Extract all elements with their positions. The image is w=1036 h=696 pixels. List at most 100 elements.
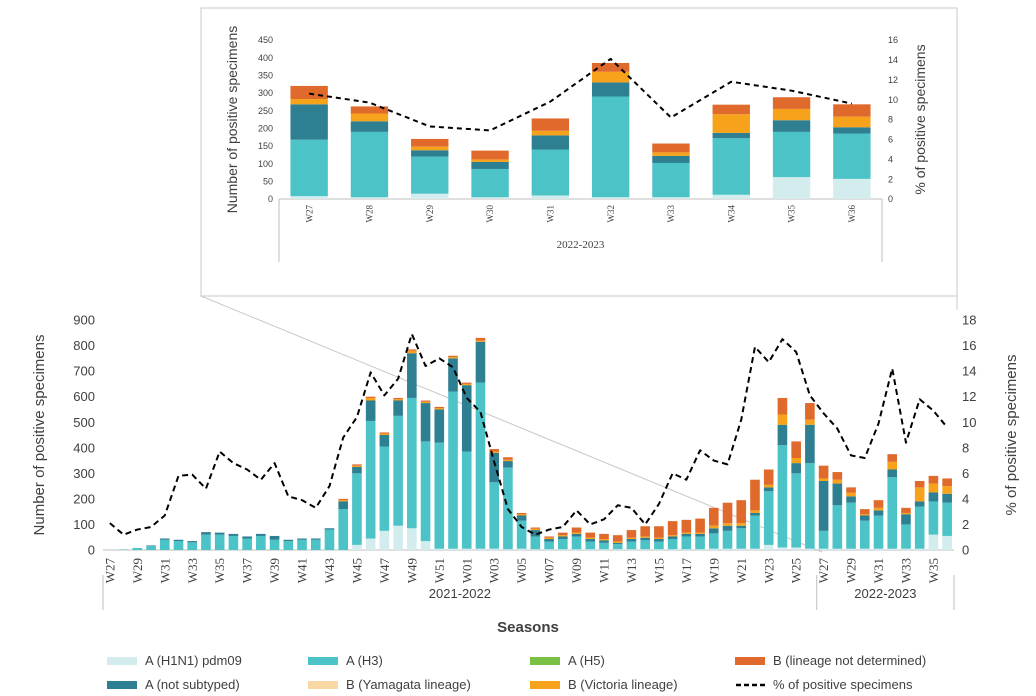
main-bar-h3 (832, 505, 843, 549)
main-x-tick-label: W29 (130, 558, 145, 583)
inset-bar-nst (833, 127, 871, 134)
main-bar-nst (736, 525, 747, 529)
main-bar-h3 (722, 530, 733, 549)
inset-bar-nst (411, 150, 449, 157)
main-y-tick-label: 200 (73, 491, 95, 506)
inset-bar-nst (350, 121, 389, 132)
main-bar-vic (365, 397, 376, 401)
main-y2-tick-label: 14 (962, 364, 976, 379)
main-bar-vic (846, 492, 856, 497)
main-bar-nst (489, 452, 499, 483)
main-bar-nst (722, 525, 733, 531)
main-bar-vic (681, 532, 692, 534)
main-y-tick-label: 500 (73, 415, 95, 430)
main-bar-h3 (887, 477, 898, 549)
main-x-tick-label: W27 (816, 558, 831, 584)
main-bar-h1n1 (846, 548, 856, 550)
main-bar-h3 (132, 547, 143, 550)
inset-y2-tick-label: 6 (888, 135, 893, 145)
main-bar-h3 (942, 502, 952, 536)
main-bar-bnd (887, 454, 898, 462)
main-x-tick-label: W47 (377, 558, 392, 584)
main-bar-h3 (228, 535, 239, 550)
main-bar-bnd (530, 527, 541, 529)
inset-y2-tick-label: 16 (888, 35, 898, 45)
inset-season-label: 2022-2023 (557, 239, 605, 251)
main-bar-h3 (777, 445, 788, 548)
main-bar-bnd (873, 500, 884, 508)
main-bar-bnd (928, 475, 939, 484)
main-bar-h1n1 (475, 548, 486, 550)
inset-bar-h3 (712, 138, 750, 195)
main-bar-h1n1 (434, 548, 445, 550)
main-bar-vic (818, 478, 829, 481)
main-bar-nst (187, 541, 198, 543)
main-bar-h3 (434, 442, 445, 549)
inset-bar-vic (290, 99, 328, 105)
main-bar-bnd (722, 502, 733, 524)
main-bar-nst (695, 533, 705, 537)
main-y-tick-label: 300 (73, 466, 95, 481)
legend-swatch-bnd (735, 657, 765, 665)
main-bar-vic (544, 537, 554, 540)
main-bar-nst (832, 483, 843, 506)
main-x-tick-label: W11 (597, 558, 612, 583)
main-bar-h3 (297, 539, 307, 550)
main-bar-vic (379, 433, 390, 435)
main-bar-h1n1 (448, 548, 458, 550)
main-bar-h3 (873, 515, 884, 549)
legend-swatch-yam (308, 681, 338, 689)
inset-y-tick-label: 150 (258, 141, 273, 151)
inset-x-tick-label: W32 (606, 205, 616, 223)
main-bar-h3 (695, 536, 705, 550)
main-bar-h1n1 (736, 548, 747, 550)
main-bar-nst (626, 539, 637, 542)
legend-label-h1n1: A (H1N1) pdm09 (145, 653, 242, 668)
main-bar-bnd (654, 526, 664, 538)
inset-bar-nst (471, 161, 509, 169)
inset-y2-tick-label: 14 (888, 55, 898, 65)
main-bar-vic (626, 537, 637, 540)
main-x-tick-label: W45 (349, 558, 364, 583)
main-bar-nst (750, 512, 760, 516)
season-group-label: 2022-2023 (854, 586, 916, 601)
inset-bar-bnd (591, 62, 630, 72)
inset-y-tick-label: 350 (258, 70, 273, 80)
inset-bar-bnd (411, 138, 449, 147)
inset-x-tick-label: W28 (365, 205, 375, 223)
main-bar-h1n1 (695, 549, 705, 550)
main-bar-nst (777, 424, 788, 446)
main-bar-h1n1 (420, 541, 431, 550)
main-bar-nst (352, 466, 362, 474)
main-bar-h3 (859, 520, 870, 549)
main-bar-h1n1 (928, 534, 939, 550)
main-y-tick-label: 700 (73, 364, 95, 379)
main-bar-h3 (914, 506, 925, 549)
main-bar-vic (887, 461, 898, 470)
main-bar-vic (448, 357, 458, 359)
main-bar-nst (530, 530, 541, 537)
main-bar-bnd (379, 432, 390, 434)
chart-legend: A (H1N1) pdm09 A (H3) A (H5) B (lineage … (0, 650, 1036, 696)
main-bar-h3 (503, 467, 513, 550)
inset-bar-h3 (290, 139, 328, 197)
main-bar-nst (901, 514, 911, 525)
main-bar-h1n1 (832, 548, 843, 550)
inset-x-tick-label: W33 (666, 205, 676, 223)
main-y-tick-label: 900 (73, 313, 95, 328)
main-bar-h1n1 (352, 544, 362, 550)
inset-bar-bnd (712, 104, 750, 115)
main-bar-bnd (750, 479, 760, 511)
main-bar-nst (887, 469, 898, 478)
main-bar-h3 (393, 415, 403, 526)
main-bar-h3 (901, 524, 911, 549)
inset-pct-line (309, 57, 853, 132)
main-bar-nst (146, 545, 156, 546)
inset-bar-bnd (531, 118, 570, 131)
main-bar-h3 (750, 515, 760, 549)
main-y2-tick-label: 0 (962, 543, 969, 558)
main-bar-h1n1 (708, 548, 719, 550)
main-bar-nst (256, 533, 266, 536)
inset-group: 0 50 100 150 200 250 300 350 400 450 0 2 4 6 8 10 12 14 16… (224, 26, 928, 262)
main-bar-h1n1 (777, 547, 788, 550)
